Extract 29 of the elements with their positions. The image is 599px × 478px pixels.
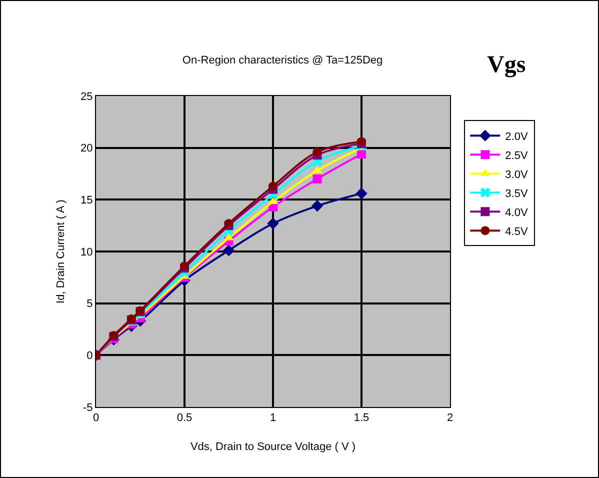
legend-title: Vgs: [487, 52, 526, 78]
point: [222, 244, 235, 256]
y-tick-label: 20: [80, 142, 93, 155]
x-tick-label: 1.5: [354, 412, 370, 424]
y-axis-title: Id, Drain Current ( A ): [55, 200, 67, 304]
point: [311, 200, 324, 212]
x-tick-label: 2: [446, 412, 454, 424]
legend-label: 4.5V: [505, 226, 528, 238]
legend-label: 2.5V: [505, 150, 528, 162]
legend-label: 2.0V: [505, 130, 528, 143]
point: [312, 174, 322, 184]
y-tick-label: 25: [80, 90, 93, 103]
legend-label: 3.5V: [505, 188, 528, 200]
y-tick-label: 5: [86, 298, 93, 310]
chart-title: On-Region characteristics @ Ta=125Deg: [182, 54, 383, 67]
x-tick-label: 1: [270, 412, 276, 424]
point: [267, 218, 279, 230]
y-tick-label: 0: [86, 350, 93, 362]
legend-label: 4.0V: [505, 206, 528, 219]
y-tick-label: -5: [83, 402, 93, 414]
point: [357, 150, 366, 159]
point: [312, 147, 322, 156]
x-axis-title: Vds, Drain to Source Voltage ( V ): [190, 441, 356, 453]
y-tick-label: 15: [80, 194, 93, 207]
x-tick-label: 0.5: [176, 412, 192, 424]
legend-label: 3.0V: [505, 168, 528, 181]
y-tick-label: 10: [80, 246, 93, 258]
point: [268, 182, 278, 191]
point: [356, 188, 368, 200]
